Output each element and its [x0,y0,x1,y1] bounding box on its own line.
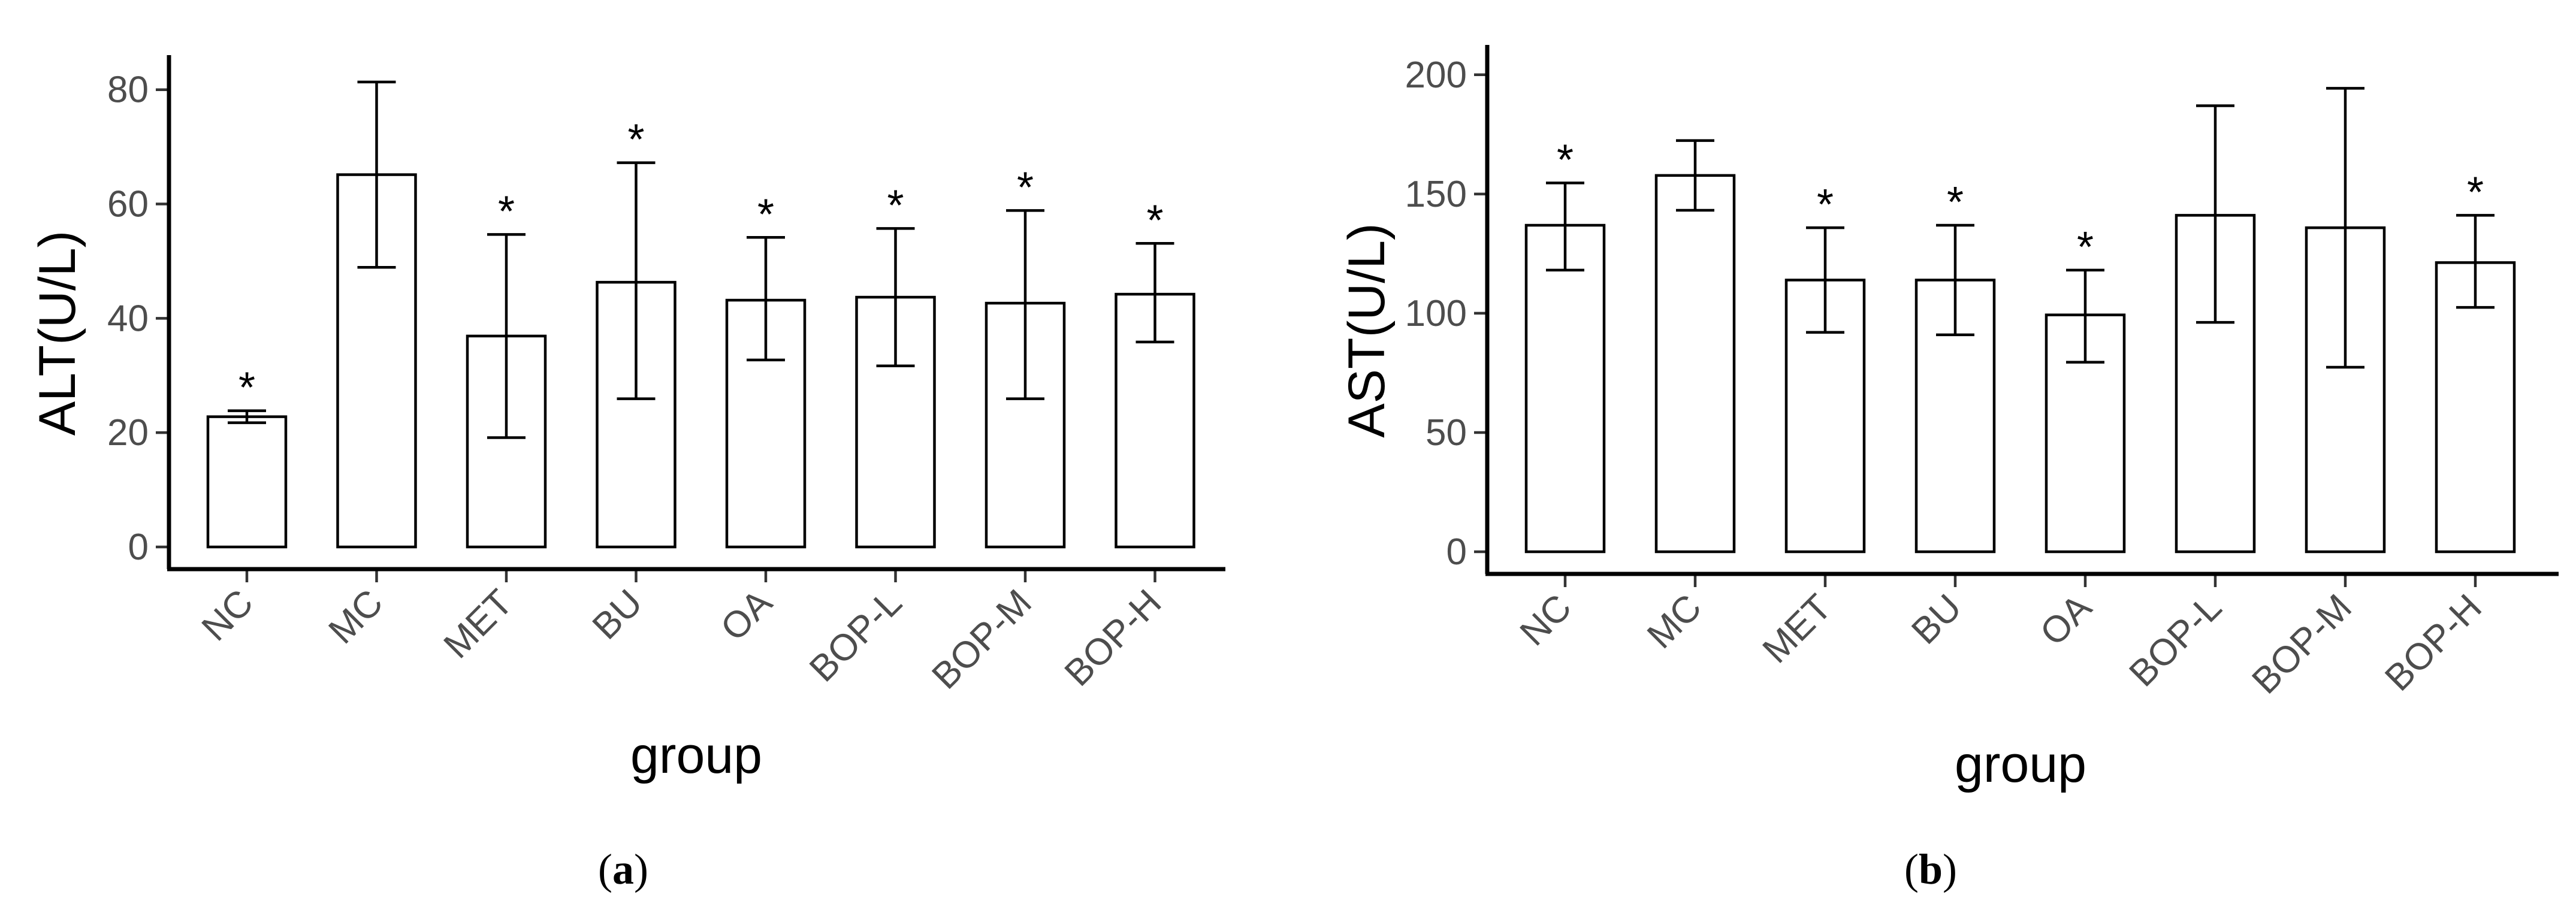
error-bar-mc [357,80,396,269]
x-tick-label-bu: BU [1904,586,1970,652]
significance-star-oa: * [2077,223,2094,271]
x-tick-label-met: MET [1755,586,1840,671]
x-tick-label-bop-l: BOP-L [2122,586,2230,694]
x-tick-label-mc: MC [1639,586,1710,657]
chart-panel-a: * NC MC * MET * BU * OA * BOP-L * BOP-M * BOP-H 0 20 40 60… [29,55,1225,893]
significance-star-oa: * [757,191,774,238]
panel-label-b: (b) [1904,845,1957,893]
bar-mc [1654,174,1736,554]
error-bar-nc [228,409,266,424]
x-tick-label-nc: NC [194,582,261,649]
x-tick-label-met: MET [436,582,521,666]
significance-star-bu: * [1947,179,1964,226]
x-tick-label-bu: BU [585,582,651,648]
x-tick-label-bop-h: BOP-H [2377,586,2490,699]
x-axis-title: group [630,727,762,784]
error-bar-bop-m [1006,209,1044,400]
x-tick-label-bop-m: BOP-M [924,582,1039,697]
error-bar-bop-l [876,227,915,368]
x-tick-label-bop-m: BOP-M [2244,586,2359,702]
significance-star-nc: * [1557,136,1574,184]
significance-star-bop-m: * [1017,164,1034,211]
error-bar-bu [1936,223,1974,337]
error-bar-met [487,233,526,439]
y-tick-label-40: 40 [107,298,149,339]
y-tick-label-50: 50 [1426,412,1467,454]
error-bar-oa [2066,268,2104,364]
chart-panel-b: * NC MC * MET * BU * OA BOP-L BOP-M * BOP-H 0 50 100 150… [1338,45,2559,893]
error-bar-oa [747,236,785,362]
y-tick-label-80: 80 [107,69,149,111]
y-tick-label-200: 200 [1405,55,1467,96]
significance-star-nc: * [238,364,255,412]
significance-star-met: * [1817,181,1834,229]
y-tick-label-0: 0 [128,527,149,568]
error-bar-bop-h [1136,242,1174,344]
significance-star-bop-h: * [2467,168,2484,216]
x-tick-label-oa: OA [713,582,781,649]
error-bar-mc [1676,139,1714,212]
bar-nc [206,415,288,549]
y-tick-label-100: 100 [1405,293,1467,334]
error-bar-bop-l [2196,104,2234,324]
bar-bop-h [2435,261,2516,554]
x-tick-label-nc: NC [1512,586,1580,654]
y-tick-label-20: 20 [107,412,149,454]
x-tick-label-bop-l: BOP-L [802,582,910,690]
error-bar-nc [1546,182,1584,272]
y-axis-title: ALT(U/L) [29,231,86,436]
significance-star-met: * [498,188,515,235]
x-tick-label-mc: MC [321,582,391,652]
bar-nc [1524,223,1606,554]
x-axis-title: group [1955,736,2086,793]
bar-bop-h [1115,292,1195,549]
error-bar-bop-h [2456,214,2495,309]
panel-label-a: (a) [598,845,648,893]
significance-star-bop-l: * [887,182,904,229]
y-tick-label-60: 60 [107,184,149,225]
error-bar-bu [617,161,656,400]
error-bar-bop-m [2326,87,2364,369]
significance-star-bop-h: * [1146,196,1163,244]
y-axis-title: AST(U/L) [1338,223,1396,437]
bar-bop-l [855,295,936,549]
x-tick-label-oa: OA [2033,586,2100,654]
error-bar-met [1806,226,1844,334]
y-tick-label-0: 0 [1446,531,1467,573]
y-tick-label-150: 150 [1405,174,1467,215]
significance-star-bu: * [627,116,644,164]
x-tick-label-bop-h: BOP-H [1057,582,1170,694]
